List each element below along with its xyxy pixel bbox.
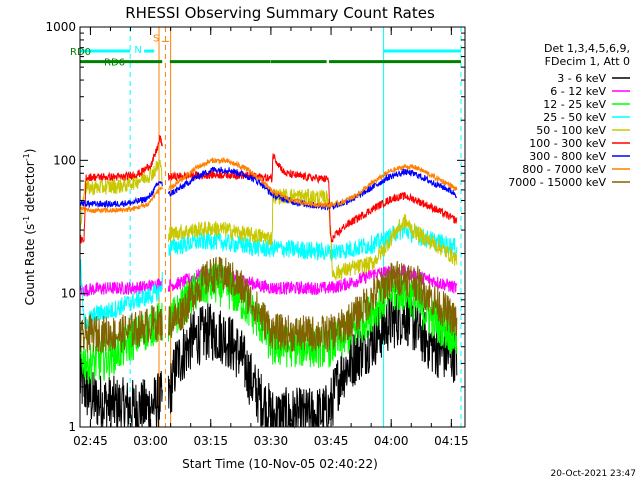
state-bar-label-rd0: RD0 — [70, 47, 91, 58]
legend-label-0: 3 - 6 keV — [557, 72, 606, 85]
x-tick-label-5: 04:00 — [374, 434, 409, 448]
x-tick-label-4: 03:45 — [314, 434, 349, 448]
series-line-8 — [79, 256, 458, 354]
y-axis-label-mid: detector — [23, 161, 37, 216]
plot-frame — [79, 26, 466, 428]
legend-header-0: Det 1,3,4,5,6,9, — [544, 42, 630, 55]
x-axis: 02:45 03:00 03:15 03:30 03:45 04:00 04:15 — [73, 27, 469, 448]
y-axis-label-prefix: Count Rate (s — [23, 224, 37, 306]
x-tick-label-1: 03:00 — [133, 434, 168, 448]
series-line-5 — [79, 135, 458, 244]
x-tick-label-2: 03:15 — [193, 434, 228, 448]
flag-mark-s: S — [153, 33, 159, 44]
y-axis-label-sup2: -1 — [22, 153, 31, 161]
y-tick-label-2: 100 — [53, 153, 76, 167]
flag-mark-n: N — [134, 45, 141, 56]
legend-label-2: 12 - 25 keV — [543, 98, 606, 111]
legend-label-8: 7000 - 15000 keV — [508, 176, 606, 189]
y-tick-label-3: 1000 — [45, 20, 76, 34]
legend-label-1: 6 - 12 keV — [550, 85, 606, 98]
legend-label-4: 50 - 100 keV — [536, 124, 606, 137]
series-line-4 — [79, 159, 458, 281]
legend-label-5: 100 - 300 keV — [529, 137, 606, 150]
legend: Det 1,3,4,5,6,9,FDecim 1, Att 0 3 - 6 keV… — [508, 42, 630, 189]
legend-label-6: 300 - 800 keV — [529, 150, 606, 163]
x-tick-label-0: 02:45 — [73, 434, 108, 448]
series-line-7 — [79, 156, 458, 214]
series-line-3 — [79, 222, 458, 330]
x-tick-label-3: 03:30 — [254, 434, 289, 448]
chart-title: RHESSI Observing Summary Count Rates — [125, 4, 435, 22]
x-axis-label: Start Time (10-Nov-05 02:40:22) — [182, 457, 378, 471]
y-axis: 1 10 100 1000 — [45, 20, 465, 434]
footer-timestamp: 20-Oct-2021 23:47 — [551, 469, 636, 479]
y-axis-label-suffix: ) — [23, 149, 37, 154]
y-tick-label-1: 10 — [61, 287, 76, 301]
y-axis-label-sup1: -1 — [22, 216, 31, 224]
legend-header-1: FDecim 1, Att 0 — [545, 55, 630, 68]
x-tick-label-6: 04:15 — [434, 434, 469, 448]
legend-label-7: 800 - 7000 keV — [522, 163, 606, 176]
y-tick-label-0: 1 — [68, 420, 76, 434]
state-bar-label-rd6: RD6 — [104, 58, 125, 69]
legend-label-3: 25 - 50 keV — [543, 111, 606, 124]
series-line-6 — [79, 166, 458, 211]
y-axis-label: Count Rate (s-1 detector-1) — [22, 149, 37, 306]
